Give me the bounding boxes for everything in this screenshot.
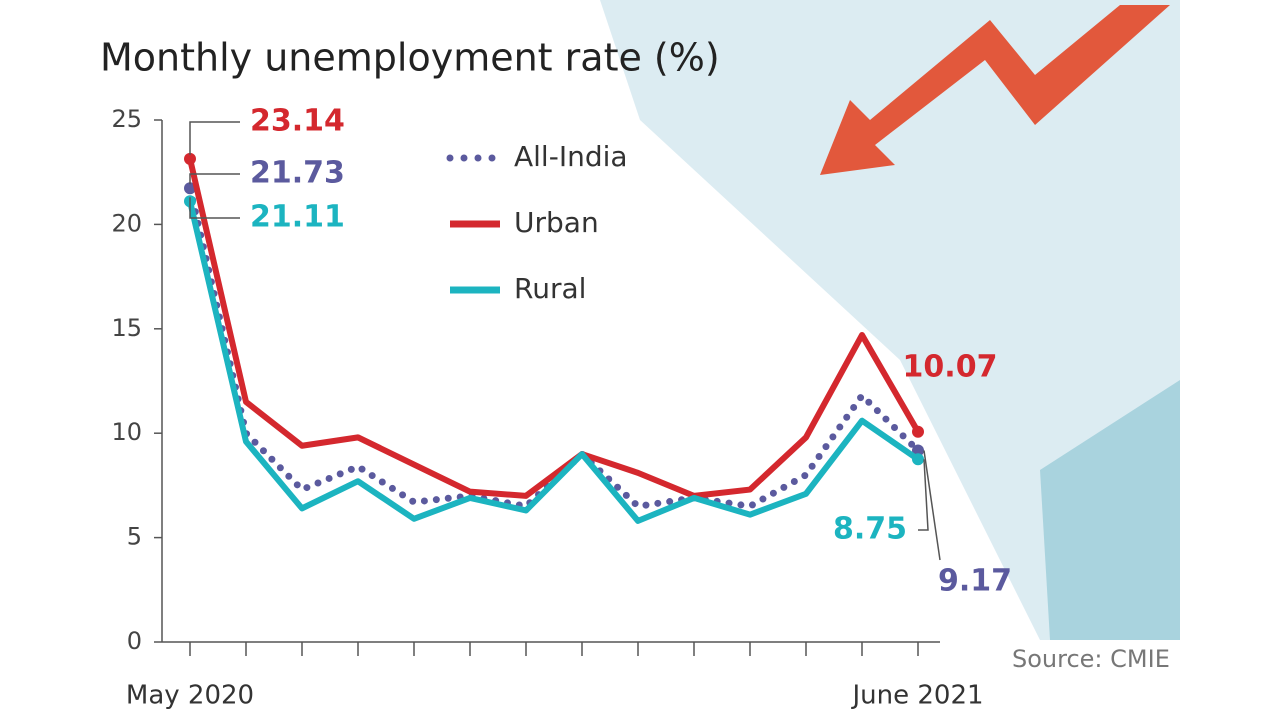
source: Source: CMIE [1012, 645, 1170, 673]
legend-label: Urban [514, 206, 599, 239]
data-label: 9.17 [938, 564, 1012, 599]
y-tick-label: 15 [111, 314, 142, 342]
leader-line [189, 173, 240, 185]
series-line [187, 200, 920, 524]
arrow-illustration [820, 5, 1170, 175]
data-label: 10.07 [903, 350, 998, 385]
x-tick-label: June 2021 [850, 681, 983, 711]
data-label: 21.11 [250, 200, 345, 235]
y-tick-label: 25 [111, 105, 142, 133]
background-illustration [600, 0, 1180, 640]
leader-line [189, 197, 240, 219]
data-label: 23.14 [250, 104, 345, 139]
data-point [912, 444, 924, 457]
data-point [184, 182, 196, 195]
data-point [912, 425, 924, 438]
series-line [187, 158, 921, 499]
leader-line [189, 121, 240, 155]
y-tick-label: 5 [127, 523, 142, 551]
legend-label: All-India [514, 140, 628, 173]
background-illustration [1040, 380, 1180, 640]
legend-label: Rural [514, 272, 586, 305]
y-tick-label: 0 [127, 627, 142, 655]
data-label: 8.75 [833, 512, 907, 547]
leader-line [923, 450, 941, 561]
data-point [184, 152, 196, 165]
data-label: 21.73 [250, 156, 345, 191]
y-tick-label: 10 [111, 418, 142, 446]
leader-line [918, 459, 929, 531]
chart-title: Monthly unemployment rate (%) [100, 36, 720, 80]
data-point [912, 453, 924, 466]
x-tick-label: May 2020 [126, 681, 254, 711]
y-tick-label: 20 [111, 209, 142, 237]
